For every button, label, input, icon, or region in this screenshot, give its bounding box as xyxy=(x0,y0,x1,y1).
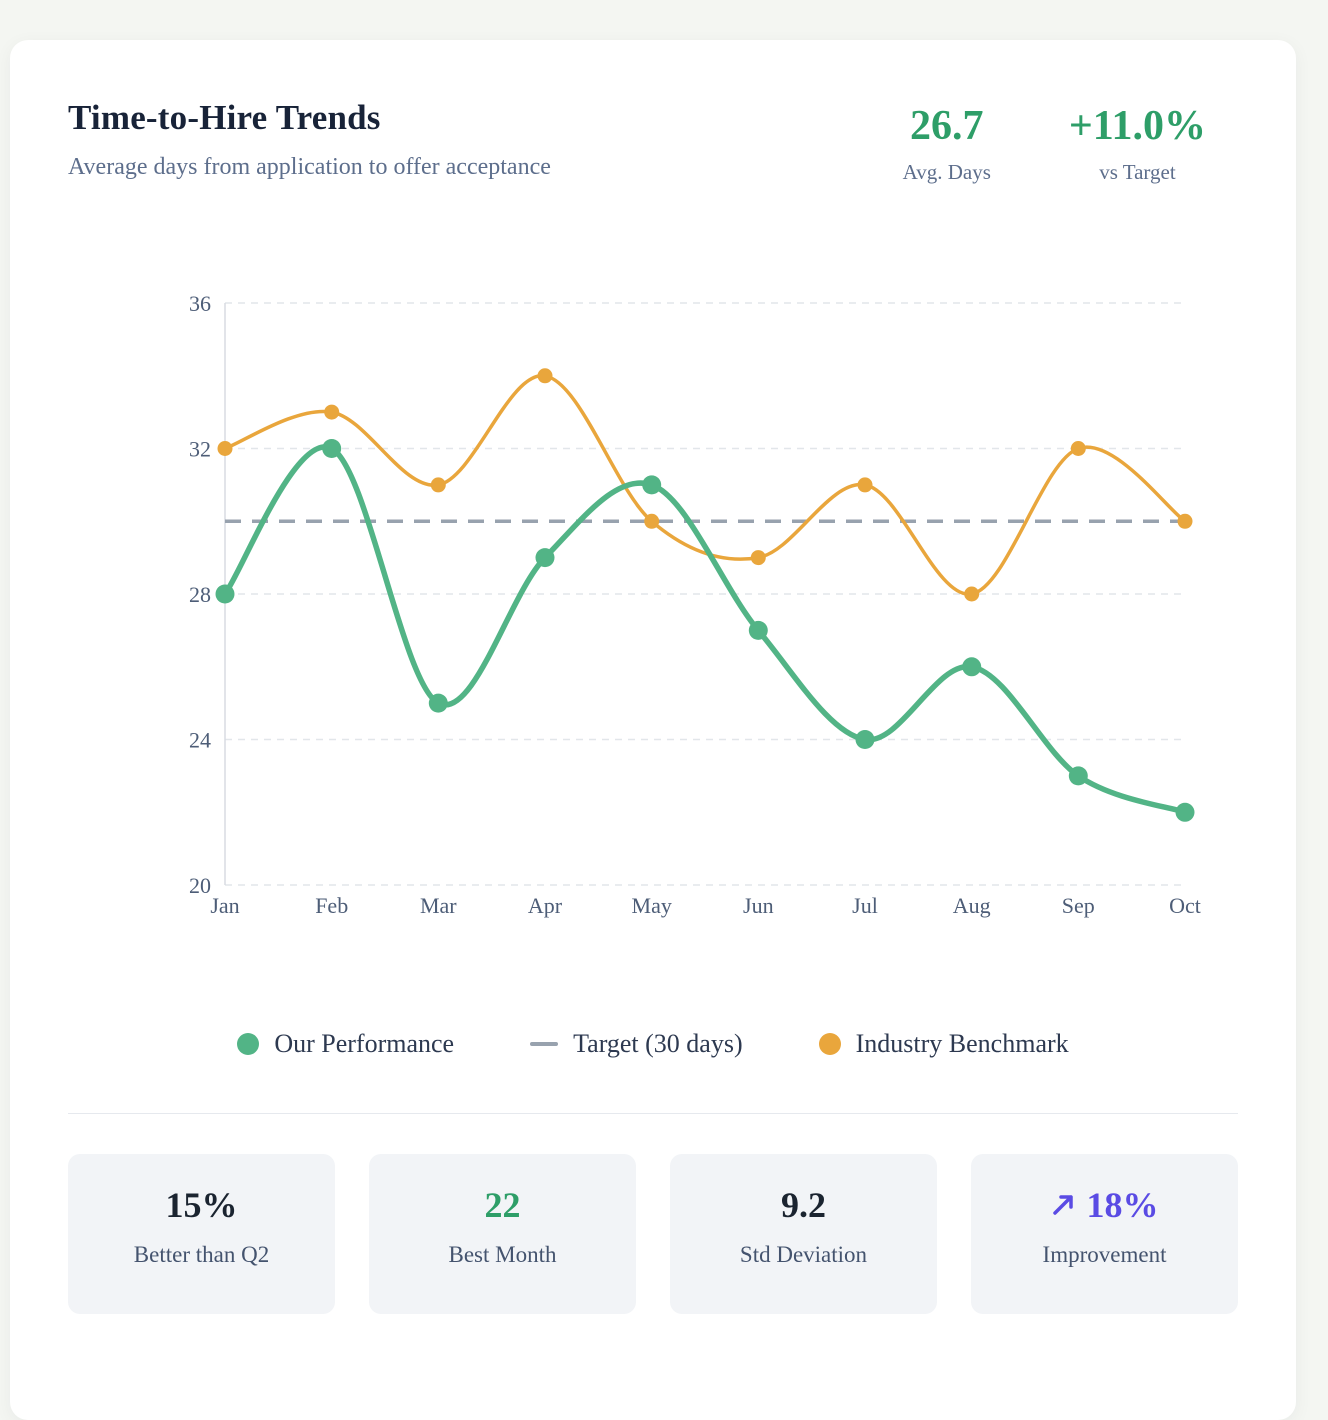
y-tick-label: 28 xyxy=(189,582,211,607)
data-point-industry-benchmark xyxy=(964,586,980,602)
kpi-avg-days: 26.7 Avg. Days xyxy=(903,104,991,185)
series-line-our-performance xyxy=(222,444,1188,816)
data-point-industry-benchmark xyxy=(1177,513,1193,529)
stat-label-std-deviation: Std Deviation xyxy=(739,1242,868,1268)
legend-item-industry-benchmark[interactable]: Industry Benchmark xyxy=(818,1029,1069,1059)
x-tick-label: Mar xyxy=(420,893,457,918)
time-to-hire-chart: 20 24 28 32 36 Jan Feb Mar Apr May Jun Jul Aug Sep Oct xyxy=(189,291,1201,918)
stats-row: 15% Better than Q2 22 Best Month 9.2 Std Devi… xyxy=(68,1154,1238,1315)
x-tick-label: Apr xyxy=(528,893,563,918)
data-point-our-performance xyxy=(855,730,875,750)
legend-dot-marker xyxy=(818,1033,841,1056)
time-to-hire-card: Time-to-Hire Trends Average days from ap… xyxy=(10,40,1296,1420)
y-tick-label: 36 xyxy=(189,291,211,316)
kpi-value-vs-target: +11.0% xyxy=(1068,103,1206,149)
legend-dash-marker xyxy=(530,1042,559,1047)
legend-item-our-performance[interactable]: Our Performance xyxy=(237,1029,454,1059)
stat-card-improvement: 18% Improvement xyxy=(971,1154,1238,1315)
x-tick-label: May xyxy=(632,893,672,918)
data-point-industry-benchmark xyxy=(537,368,553,384)
data-point-industry-benchmark xyxy=(430,477,446,493)
chart-legend: Our Performance Target (30 days) Industry … xyxy=(68,1029,1238,1059)
stat-value-std-deviation: 9.2 xyxy=(781,1185,826,1226)
stat-label-best-month: Best Month xyxy=(448,1242,557,1268)
data-point-our-performance xyxy=(428,693,448,713)
legend-item-target-30-days[interactable]: Target (30 days) xyxy=(530,1029,743,1059)
x-tick-label: Jan xyxy=(210,893,239,918)
data-point-our-performance xyxy=(748,620,768,640)
data-point-industry-benchmark xyxy=(644,513,660,529)
page-subtitle: Average days from application to offer a… xyxy=(68,154,551,180)
page-title: Time-to-Hire Trends xyxy=(68,98,381,137)
data-point-our-performance xyxy=(1175,802,1195,822)
x-tick-label: Feb xyxy=(315,893,348,918)
x-tick-label: Sep xyxy=(1062,893,1095,918)
x-tick-label: Aug xyxy=(953,893,991,918)
legend-label: Target (30 days) xyxy=(573,1029,743,1059)
legend-label: Industry Benchmark xyxy=(855,1029,1069,1059)
y-tick-label: 20 xyxy=(189,873,211,898)
data-point-our-performance xyxy=(962,657,982,677)
data-point-our-performance xyxy=(322,439,342,459)
series-line-industry-benchmark xyxy=(223,374,1187,596)
divider xyxy=(68,1113,1238,1115)
stat-card-better-than-q2: 15% Better than Q2 xyxy=(68,1154,335,1315)
kpi-value-avg-days: 26.7 xyxy=(909,103,984,149)
title-block: Time-to-Hire Trends Average days from ap… xyxy=(68,98,551,181)
stat-value-improvement: 18% xyxy=(981,1184,1228,1226)
stat-label-improvement: Improvement xyxy=(1042,1242,1167,1268)
data-point-industry-benchmark xyxy=(217,441,233,457)
trend-up-icon xyxy=(1051,1184,1077,1226)
stat-value-best-month: 22 xyxy=(484,1185,521,1226)
data-point-industry-benchmark xyxy=(857,477,873,493)
data-point-our-performance xyxy=(215,584,235,604)
kpi-label-avg-days: Avg. Days xyxy=(902,160,991,185)
stat-label-better-than-q2: Better than Q2 xyxy=(133,1242,270,1268)
data-point-our-performance xyxy=(535,548,555,568)
y-tick-label: 24 xyxy=(189,728,211,753)
data-point-industry-benchmark xyxy=(750,550,766,566)
kpi-label-vs-target: vs Target xyxy=(1099,160,1176,185)
legend-label: Our Performance xyxy=(274,1029,455,1059)
x-tick-label: Oct xyxy=(1169,893,1201,918)
kpi-vs-target: +11.0% vs Target xyxy=(1069,104,1206,185)
data-point-industry-benchmark xyxy=(324,404,340,420)
stat-value-better-than-q2: 15% xyxy=(165,1185,238,1226)
stat-card-std-deviation: 9.2 Std Deviation xyxy=(670,1154,937,1315)
card-header: Time-to-Hire Trends Average days from ap… xyxy=(68,98,1238,185)
data-point-our-performance xyxy=(642,475,662,495)
data-point-our-performance xyxy=(1068,766,1088,786)
y-tick-label: 32 xyxy=(189,437,211,462)
x-tick-label: Jul xyxy=(852,893,878,918)
data-point-industry-benchmark xyxy=(1070,441,1086,457)
x-tick-label: Jun xyxy=(743,893,774,918)
kpi-group: 26.7 Avg. Days +11.0% vs Target xyxy=(903,104,1206,185)
legend-dot-marker xyxy=(237,1033,260,1056)
stat-card-best-month: 22 Best Month xyxy=(369,1154,636,1315)
